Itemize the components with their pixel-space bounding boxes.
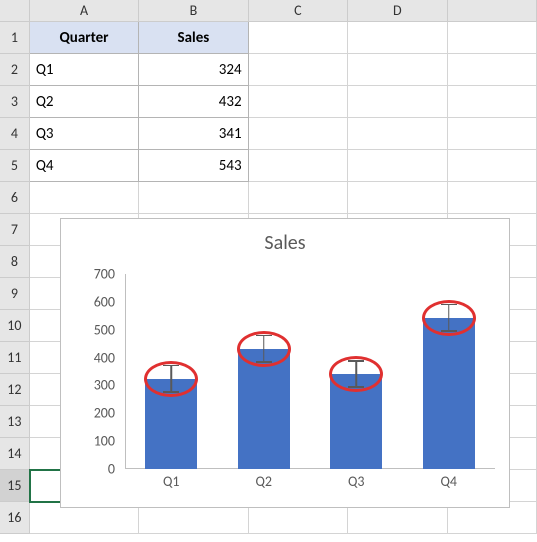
chart-plot-area (125, 274, 495, 469)
cell-E4[interactable] (448, 118, 537, 150)
chart-title: Sales (61, 219, 509, 259)
col-header-D[interactable]: D (348, 0, 447, 22)
cell-A6[interactable] (30, 182, 139, 214)
chart-bar[interactable] (423, 318, 475, 469)
chart-bars (125, 274, 495, 469)
chart-ytick-label: 600 (71, 293, 115, 310)
chart-bar-slot (403, 274, 496, 469)
chart-ytick-label: 700 (71, 266, 115, 283)
col-header-C[interactable]: C (249, 0, 348, 22)
cell-E1[interactable] (448, 22, 537, 54)
chart-ytick-label: 500 (71, 321, 115, 338)
cell-A4[interactable]: Q3 (30, 118, 139, 150)
cell-B6[interactable] (139, 182, 248, 214)
row-header-13[interactable]: 13 (0, 406, 30, 438)
cell-C4[interactable] (249, 118, 348, 150)
chart-ytick-label: 0 (71, 461, 115, 478)
chart-bar-slot (310, 274, 403, 469)
row-header-16[interactable]: 16 (0, 502, 30, 534)
chart-xtick-label: Q4 (403, 473, 496, 497)
chart-y-axis-labels: 0100200300400500600700 (71, 274, 119, 469)
cell-D6[interactable] (348, 182, 447, 214)
row-header-14[interactable]: 14 (0, 438, 30, 470)
cell-E6[interactable] (448, 182, 537, 214)
cell-B2[interactable]: 324 (139, 54, 248, 86)
row-header-6[interactable]: 6 (0, 182, 30, 214)
cell-A3[interactable]: Q2 (30, 86, 139, 118)
cell-D2[interactable] (348, 54, 447, 86)
row-header-3[interactable]: 3 (0, 86, 30, 118)
sales-chart[interactable]: Sales 0 100 200 300 400 500 600 700 Q1Q2Q3Q4 (60, 218, 510, 508)
row-3: 3 Q2 432 (0, 86, 537, 118)
cell-B5[interactable]: 543 (139, 150, 248, 182)
row-header-10[interactable]: 10 (0, 310, 30, 342)
row-header-9[interactable]: 9 (0, 278, 30, 310)
col-header-E[interactable] (448, 0, 537, 22)
row-header-4[interactable]: 4 (0, 118, 30, 150)
column-headers-row: A B C D (0, 0, 537, 22)
spreadsheet-grid: A B C D 1 Quarter Sales 2 Q1 324 3 Q2 43… (0, 0, 537, 542)
chart-bar-slot (125, 274, 218, 469)
col-header-A[interactable]: A (30, 0, 139, 22)
chart-x-axis-labels: Q1Q2Q3Q4 (125, 473, 495, 497)
row-header-1[interactable]: 1 (0, 22, 30, 54)
select-all-corner[interactable] (0, 0, 30, 22)
row-4: 4 Q3 341 (0, 118, 537, 150)
cell-B3[interactable]: 432 (139, 86, 248, 118)
cell-D1[interactable] (348, 22, 447, 54)
chart-ytick-label: 300 (71, 377, 115, 394)
chart-bar[interactable] (145, 379, 197, 469)
cell-D4[interactable] (348, 118, 447, 150)
chart-ytick-label: 200 (71, 405, 115, 422)
row-1: 1 Quarter Sales (0, 22, 537, 54)
row-6: 6 (0, 182, 537, 214)
row-header-2[interactable]: 2 (0, 54, 30, 86)
row-header-7[interactable]: 7 (0, 214, 30, 246)
row-header-5[interactable]: 5 (0, 150, 30, 182)
row-header-12[interactable]: 12 (0, 374, 30, 406)
cell-C3[interactable] (249, 86, 348, 118)
row-2: 2 Q1 324 (0, 54, 537, 86)
cell-E2[interactable] (448, 54, 537, 86)
cell-E3[interactable] (448, 86, 537, 118)
cell-C5[interactable] (249, 150, 348, 182)
chart-bar[interactable] (238, 349, 290, 469)
row-5: 5 Q4 543 (0, 150, 537, 182)
chart-xtick-label: Q1 (125, 473, 218, 497)
chart-bar[interactable] (330, 374, 382, 469)
cell-C1[interactable] (249, 22, 348, 54)
cell-B4[interactable]: 341 (139, 118, 248, 150)
cell-C2[interactable] (249, 54, 348, 86)
chart-bar-slot (218, 274, 311, 469)
cell-A2[interactable]: Q1 (30, 54, 139, 86)
row-header-11[interactable]: 11 (0, 342, 30, 374)
cell-E5[interactable] (448, 150, 537, 182)
cell-D5[interactable] (348, 150, 447, 182)
row-header-15[interactable]: 15 (0, 470, 30, 502)
cell-B1[interactable]: Sales (139, 22, 248, 54)
chart-xtick-label: Q2 (218, 473, 311, 497)
cell-D3[interactable] (348, 86, 447, 118)
chart-xtick-label: Q3 (310, 473, 403, 497)
col-header-B[interactable]: B (139, 0, 248, 22)
row-header-8[interactable]: 8 (0, 246, 30, 278)
chart-ytick-label: 400 (71, 349, 115, 366)
chart-ytick-label: 100 (71, 433, 115, 450)
cell-C6[interactable] (249, 182, 348, 214)
cell-A1[interactable]: Quarter (30, 22, 139, 54)
cell-A5[interactable]: Q4 (30, 150, 139, 182)
